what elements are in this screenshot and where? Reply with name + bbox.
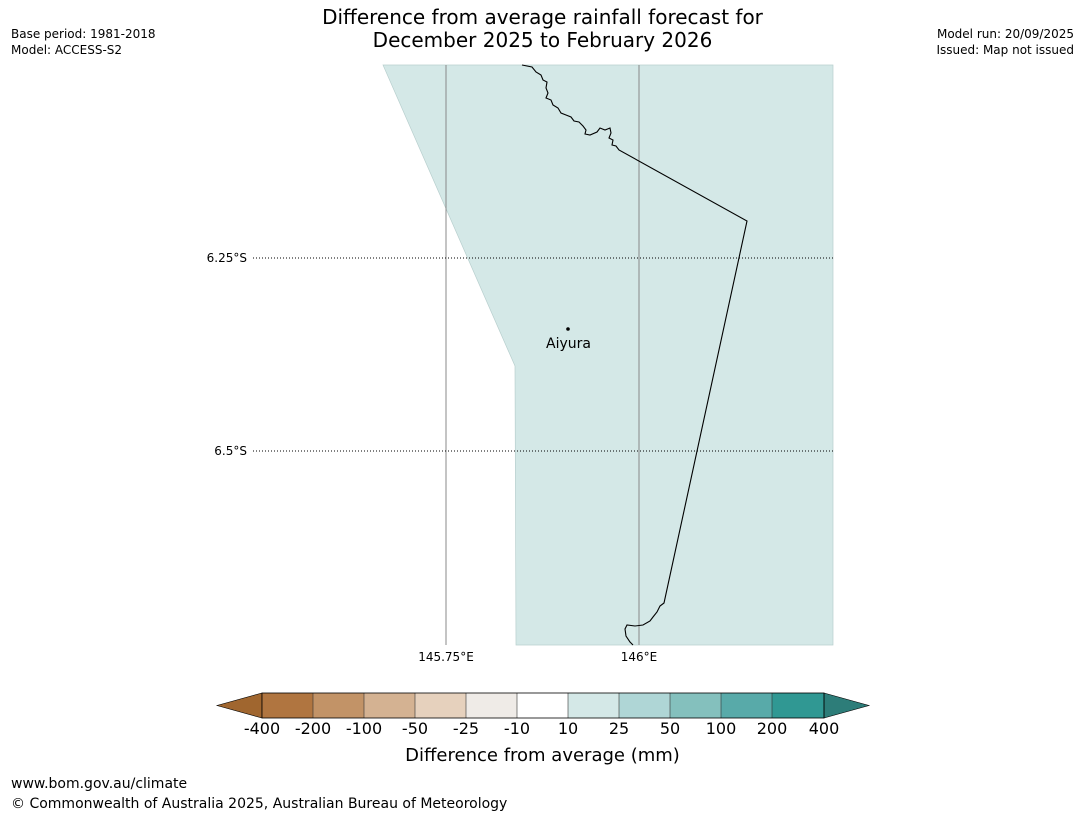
tick-label: -200	[294, 719, 332, 738]
colorbar-segment-2	[313, 693, 364, 718]
place-label-aiyura: Aiyura	[546, 336, 591, 352]
region-boundary-line	[521, 64, 748, 646]
colorbar	[215, 692, 871, 719]
colorbar-segment-4	[415, 693, 466, 718]
colorbar-segment-10	[721, 693, 772, 718]
tick-label: -400	[243, 719, 281, 738]
tick-label: 25	[608, 719, 630, 738]
title-line-1: Difference from average rainfall forecas…	[322, 5, 763, 29]
colorbar-label: Difference from average (mm)	[405, 745, 680, 766]
forecast-fill-region	[382, 64, 834, 646]
footer: www.bom.gov.au/climate © Commonwealth of…	[11, 774, 507, 814]
title-line-2: December 2025 to February 2026	[372, 28, 713, 52]
base-period: Base period: 1981-2018	[11, 27, 156, 41]
colorbar-extend-low	[215, 692, 263, 719]
tick-label: -25	[452, 719, 480, 738]
footer-copyright: © Commonwealth of Australia 2025, Austra…	[11, 796, 508, 812]
issued-status: Issued: Map not issued	[936, 43, 1074, 57]
colorbar-segment-11	[772, 693, 824, 718]
model-run: Model run: 20/09/2025	[936, 27, 1074, 41]
meta-left: Base period: 1981-2018 Model: ACCESS-S2	[11, 26, 156, 58]
colorbar-frame	[261, 692, 825, 719]
lat-label-6-25: 6.25°S	[206, 251, 247, 265]
colorbar-ticks: -400 -200 -100 -50 -25 -10 10 25 50 100 …	[0, 720, 1085, 740]
footer-url[interactable]: www.bom.gov.au/climate	[11, 776, 188, 792]
lat-label-6-5: 6.5°S	[214, 444, 247, 458]
colorbar-segment-5	[466, 693, 517, 718]
tick-label: 100	[705, 719, 737, 738]
tick-label: -50	[401, 719, 429, 738]
colorbar-segment-8	[619, 693, 670, 718]
tick-label: 50	[659, 719, 681, 738]
colorbar-segment-9	[670, 693, 721, 718]
colorbar-segment-1	[262, 693, 313, 718]
meta-right: Model run: 20/09/2025 Issued: Map not is…	[936, 26, 1074, 58]
aiyura-marker	[566, 327, 570, 331]
colorbar-extend-high	[823, 692, 871, 719]
colorbar-segment-7	[568, 693, 619, 718]
model-name: Model: ACCESS-S2	[11, 43, 123, 57]
colorbar-segment-3	[364, 693, 415, 718]
tick-label: -10	[503, 719, 531, 738]
tick-label: -100	[345, 719, 383, 738]
tick-label: 200	[756, 719, 788, 738]
tick-label: 400	[808, 719, 840, 738]
colorbar-segment-6	[517, 693, 568, 718]
tick-label: 10	[557, 719, 579, 738]
lon-label-146: 146°E	[620, 650, 658, 664]
map-title: Difference from average rainfall forecas…	[0, 6, 1085, 52]
lon-label-145-75: 145.75°E	[418, 650, 474, 664]
